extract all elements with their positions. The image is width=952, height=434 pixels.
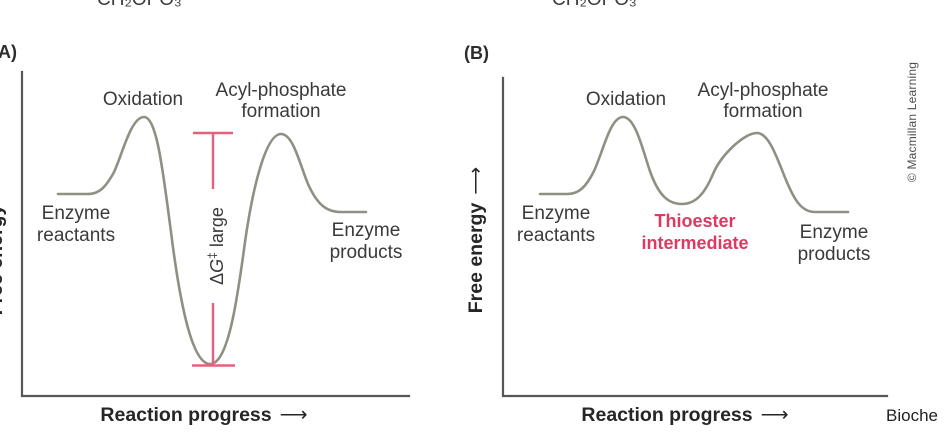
panel-b-products-line1: Enzyme xyxy=(799,222,869,243)
large-text: large xyxy=(207,207,227,248)
panel-a-acyl-line1: Acyl-phosphate xyxy=(215,80,347,101)
panel-a-reactants-line2: reactants xyxy=(36,225,116,246)
delta-g-large-annotation: ΔG‡ large xyxy=(201,186,227,306)
panel-a-acyl-line2: formation xyxy=(241,101,321,122)
panel-a-reactants-label: Enzyme reactants xyxy=(6,203,146,247)
formula-right: CH₂OPO₃²⁻ xyxy=(552,0,653,11)
panel-a-x-axis-label: Reaction progress ⟶ xyxy=(14,404,394,426)
panel-a-products-line1: Enzyme xyxy=(331,220,401,241)
macmillan-credit: © Macmillan Learning xyxy=(905,61,919,183)
panel-a-products-line2: products xyxy=(329,242,403,263)
panel-b-acyl-line1: Acyl-phosphate xyxy=(697,80,829,101)
delta-g-bracket xyxy=(192,131,235,367)
panel-a-products-label: Enzyme products xyxy=(296,220,436,264)
panel-b-letter: (B) xyxy=(464,43,489,63)
panel-b-products-label: Enzyme products xyxy=(764,222,904,266)
panel-a-oxidation-label: Oxidation xyxy=(102,89,184,110)
panel-b-axes xyxy=(501,76,889,398)
double-dagger-symbol: ‡ xyxy=(205,252,219,259)
panel-b-products-line2: products xyxy=(797,244,871,265)
panel-a-y-axis-arrow-icon: ⟶ xyxy=(0,169,7,205)
panel-b-y-axis-arrow-icon: ⟶ xyxy=(465,166,487,195)
corner-partial-text: Bioche xyxy=(886,406,938,425)
panel-b-acyl-phosphate-label: Acyl-phosphate formation xyxy=(673,80,853,122)
panel-b-reactants-label: Enzyme reactants xyxy=(486,203,626,247)
thioester-line1: Thioester xyxy=(654,211,736,231)
thioester-intermediate-label: Thioester intermediate xyxy=(615,210,775,254)
panel-a-x-axis-arrow-icon: ⟶ xyxy=(279,404,308,426)
panel-b-energy-curve xyxy=(538,115,850,214)
g-symbol: G xyxy=(207,258,227,273)
panel-b-reactants-line2: reactants xyxy=(516,225,596,246)
thioester-line2: intermediate xyxy=(641,233,749,253)
panel-b-acyl-line2: formation xyxy=(723,101,803,122)
panel-b-x-axis-label: Reaction progress ⟶ xyxy=(495,404,875,426)
panel-a-energy-curve xyxy=(56,115,368,366)
panel-b-x-axis-arrow-icon: ⟶ xyxy=(760,404,789,426)
panel-a-axes xyxy=(20,70,411,398)
panel-a-letter: (A) xyxy=(0,42,17,62)
panel-a-reactants-line1: Enzyme xyxy=(41,203,111,224)
delta-symbol: Δ xyxy=(207,272,227,285)
panel-a-acyl-phosphate-label: Acyl-phosphate formation xyxy=(191,80,371,122)
panel-b-y-axis-text: Free energy xyxy=(465,202,487,314)
panel-b-reactants-line1: Enzyme xyxy=(521,203,591,224)
panel-b-oxidation-label: Oxidation xyxy=(585,89,667,110)
panel-b-x-axis-text: Reaction progress xyxy=(581,404,753,426)
panel-a-x-axis-text: Reaction progress xyxy=(100,404,272,426)
formula-left: CH₂OPO₃²⁻ xyxy=(97,0,198,11)
